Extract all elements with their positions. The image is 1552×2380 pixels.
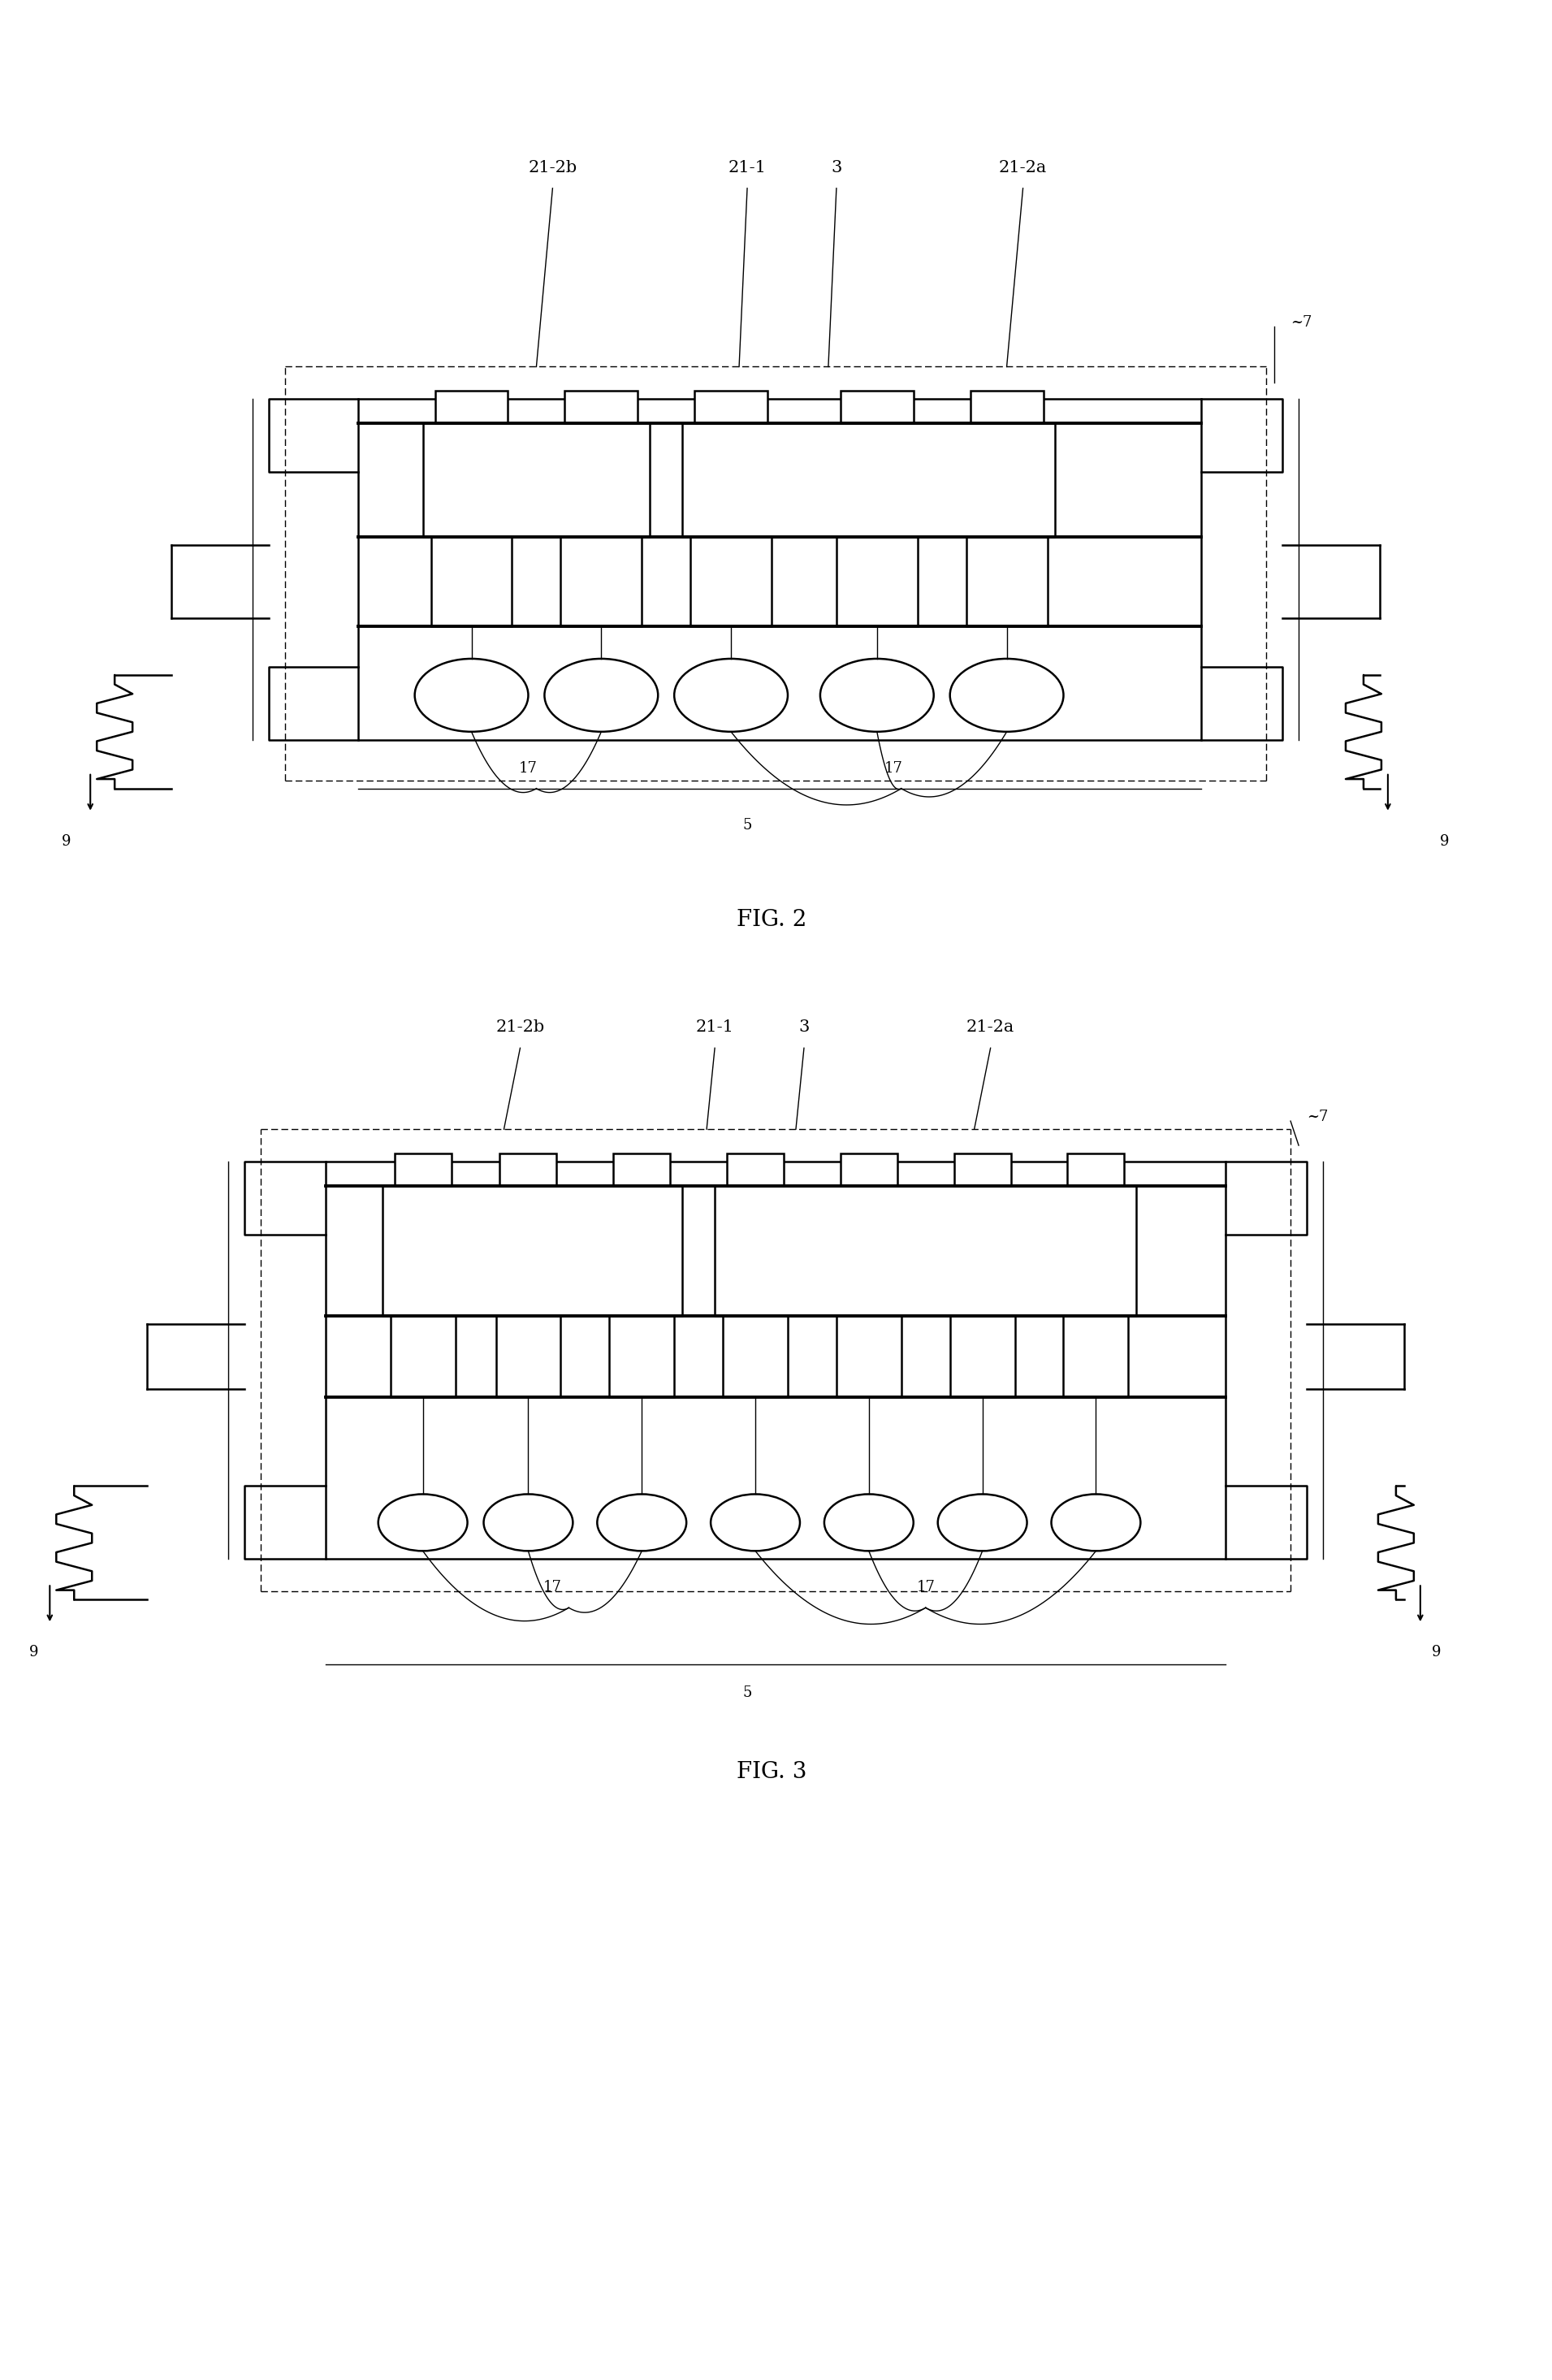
Text: 5: 5	[742, 819, 751, 833]
Text: FIG. 3: FIG. 3	[737, 1761, 807, 1783]
Bar	[560, 538, 643, 626]
Bar	[1063, 1316, 1128, 1397]
Bar	[431, 538, 512, 626]
Bar	[694, 390, 768, 424]
Text: 21-2b: 21-2b	[495, 1019, 545, 1035]
Text: 17: 17	[916, 1580, 934, 1595]
Bar	[967, 538, 1048, 626]
Text: 17: 17	[885, 762, 902, 776]
Bar	[726, 1154, 784, 1185]
Bar	[565, 390, 638, 424]
Text: 5: 5	[742, 1685, 751, 1699]
Text: 9: 9	[1440, 833, 1450, 850]
Text: 17: 17	[518, 762, 537, 776]
Text: 17: 17	[543, 1580, 562, 1595]
Text: 21-2b: 21-2b	[528, 159, 577, 176]
Bar	[723, 1316, 788, 1397]
Text: 21-1: 21-1	[728, 159, 767, 176]
Bar	[391, 1316, 455, 1397]
Text: FIG. 2: FIG. 2	[737, 909, 807, 931]
Text: 3: 3	[830, 159, 841, 176]
Bar	[500, 1154, 557, 1185]
Bar	[841, 1154, 897, 1185]
Bar	[954, 1154, 1010, 1185]
Text: 9: 9	[29, 1645, 39, 1659]
Bar	[610, 1316, 674, 1397]
Text: ~7: ~7	[1291, 314, 1311, 328]
Bar	[970, 390, 1043, 424]
Text: 21-2a: 21-2a	[967, 1019, 1015, 1035]
Bar	[613, 1154, 670, 1185]
Text: 21-2a: 21-2a	[999, 159, 1048, 176]
Text: 3: 3	[799, 1019, 810, 1035]
Text: 9: 9	[1432, 1645, 1442, 1659]
Text: 21-1: 21-1	[695, 1019, 734, 1035]
Bar	[326, 1161, 1226, 1559]
Text: ~7: ~7	[1307, 1109, 1329, 1123]
Bar	[495, 1316, 560, 1397]
Bar	[394, 1154, 452, 1185]
Bar	[435, 390, 508, 424]
Bar	[359, 400, 1201, 740]
Bar	[1068, 1154, 1124, 1185]
Text: 9: 9	[62, 833, 71, 850]
Bar	[837, 1316, 902, 1397]
Bar	[841, 390, 914, 424]
Bar	[691, 538, 771, 626]
Bar	[837, 538, 917, 626]
Bar	[950, 1316, 1015, 1397]
